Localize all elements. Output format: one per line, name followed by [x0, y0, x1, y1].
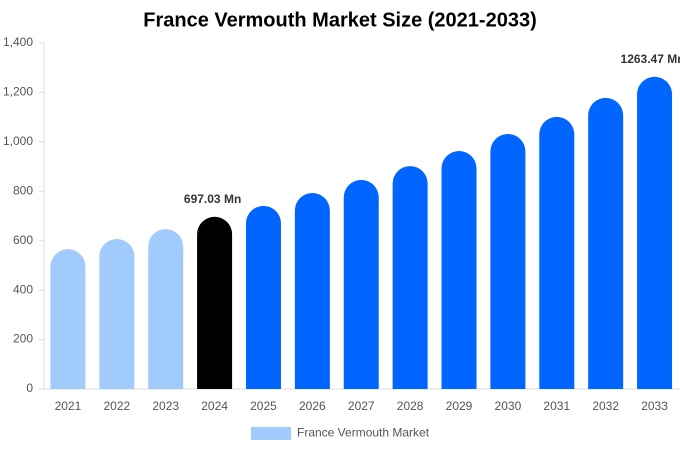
x-tick-label: 2026 — [299, 399, 326, 413]
y-tick-label: 1,400 — [3, 35, 33, 49]
bar — [245, 205, 281, 389]
chart-title: France Vermouth Market Size (2021-2033) — [143, 9, 537, 31]
bar — [148, 229, 184, 389]
y-tick-label: 1,000 — [3, 134, 33, 148]
y-tick-label: 1,200 — [3, 85, 33, 99]
y-tick-label: 200 — [13, 332, 33, 346]
legend-swatch — [251, 427, 291, 440]
x-tick-label: 2028 — [397, 399, 424, 413]
bar — [588, 97, 624, 389]
x-tick-label: 2023 — [152, 399, 179, 413]
y-tick-label: 600 — [13, 233, 33, 247]
bar — [50, 249, 86, 389]
legend-label: France Vermouth Market — [297, 426, 430, 440]
value-label: 697.03 Mn — [184, 192, 241, 206]
x-tick-label: 2027 — [348, 399, 375, 413]
bar — [441, 151, 477, 389]
bar — [294, 193, 330, 389]
y-tick-label: 400 — [13, 282, 33, 296]
y-tick-label: 800 — [13, 183, 33, 197]
x-tick-label: 2033 — [641, 399, 668, 413]
bar — [490, 133, 526, 389]
bar — [197, 216, 233, 389]
x-tick-label: 2029 — [446, 399, 473, 413]
bar — [343, 179, 379, 389]
value-label: 1263.47 Mn — [621, 52, 680, 66]
x-tick-label: 2025 — [250, 399, 277, 413]
x-tick-label: 2031 — [543, 399, 570, 413]
x-tick-label: 2032 — [592, 399, 619, 413]
y-tick-label: 0 — [26, 381, 33, 395]
x-tick-label: 2022 — [103, 399, 130, 413]
bar — [392, 166, 428, 389]
x-tick-label: 2021 — [55, 399, 82, 413]
x-tick-label: 2030 — [495, 399, 522, 413]
x-tick-label: 2024 — [201, 399, 228, 413]
bar — [539, 116, 575, 389]
bar — [99, 238, 135, 389]
bar — [637, 76, 673, 389]
